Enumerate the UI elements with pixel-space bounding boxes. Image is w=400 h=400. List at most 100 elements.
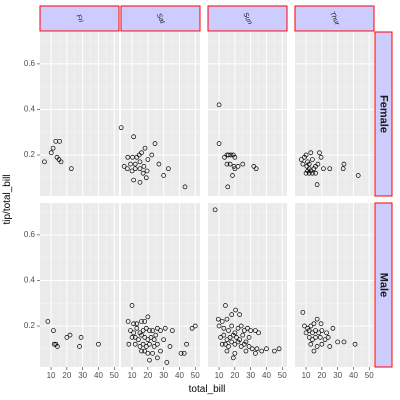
data-point [131,330,136,336]
data-point [319,341,325,347]
data-point [352,341,358,347]
data-point [313,335,318,340]
data-point [224,337,230,343]
data-point [230,355,236,361]
data-point [308,341,314,347]
data-point [57,138,62,144]
data-point [327,344,333,349]
data-point [137,179,143,185]
panel-sat-female [118,32,200,196]
data-point [121,164,127,169]
panel-background [40,203,119,367]
data-point [137,159,143,165]
data-point [240,332,246,338]
data-point [314,182,320,187]
x-tick-label: 10 [47,371,56,380]
data-point [42,159,47,165]
data-point [129,335,135,340]
data-point [314,316,320,322]
panel-fri-female [40,32,119,196]
data-point [324,330,329,336]
data-point [145,350,151,356]
data-point [341,339,347,345]
data-point [218,335,223,340]
strip-label: Fri [74,13,84,24]
data-point [322,337,328,343]
y-tick-label: 0.2 [24,150,36,159]
data-point [128,161,133,167]
data-point [219,319,225,324]
x-tick-label: 50 [191,371,200,380]
data-point [48,150,54,156]
x-tick-label: 10 [128,371,137,380]
data-point [230,173,235,178]
panel-background [121,32,200,196]
strip-background [39,5,120,32]
data-point [132,335,138,340]
data-point [241,341,247,347]
data-point [131,177,136,183]
panel-background [208,32,287,196]
x-tick-label: 40 [175,371,184,380]
data-point [243,348,249,354]
data-point [139,150,144,156]
strip-background [207,5,288,32]
data-point [232,166,238,172]
data-point [64,335,70,340]
x-tick-label: 30 [333,371,342,380]
data-point [158,328,163,333]
y-tick-label: 0.4 [24,105,36,114]
data-point [178,350,184,356]
y-tick-label: 0.6 [24,59,36,68]
data-point [298,157,304,162]
data-point [162,325,168,331]
data-point [340,166,346,172]
strip-sat: Sat [120,5,201,32]
data-point [237,312,242,317]
data-point [232,341,238,347]
x-tick-label: 50 [278,371,287,380]
data-point [226,344,231,349]
strip-background [374,31,393,197]
data-point [248,328,254,333]
data-point [145,157,151,162]
data-point [149,152,155,158]
data-point [238,323,244,329]
data-point [227,335,233,340]
data-point [308,323,314,329]
data-point [67,332,73,338]
data-point [224,161,230,167]
panel-sat-male [121,203,200,367]
data-point [249,346,255,352]
data-point [316,330,322,336]
data-point [313,328,318,333]
data-point [238,344,244,349]
data-point [125,319,131,324]
data-point [216,102,222,108]
panels-layer [40,32,374,367]
data-point [166,166,171,172]
data-point [327,166,333,172]
y-tick-label: 0.6 [24,230,36,239]
data-point [148,335,154,340]
data-point [118,125,124,131]
data-point [321,166,326,172]
data-point [134,325,140,331]
data-point [246,335,252,340]
data-point [302,323,307,329]
data-point [229,339,235,345]
data-point [142,335,148,340]
x-tick-label: 30 [159,371,168,380]
x-tick-label: 50 [365,371,374,380]
data-point [50,145,56,151]
data-point [145,314,151,320]
x-tick-label: 40 [349,371,358,380]
panel-sun-female [208,32,287,196]
data-point [132,166,138,172]
strips-layer: Fri Sat Sun Thur Female Male [39,5,393,368]
data-point [325,335,331,340]
x-tick-label: 30 [246,371,255,380]
data-point [142,348,148,354]
data-point [142,319,148,324]
strip-background [120,5,201,32]
